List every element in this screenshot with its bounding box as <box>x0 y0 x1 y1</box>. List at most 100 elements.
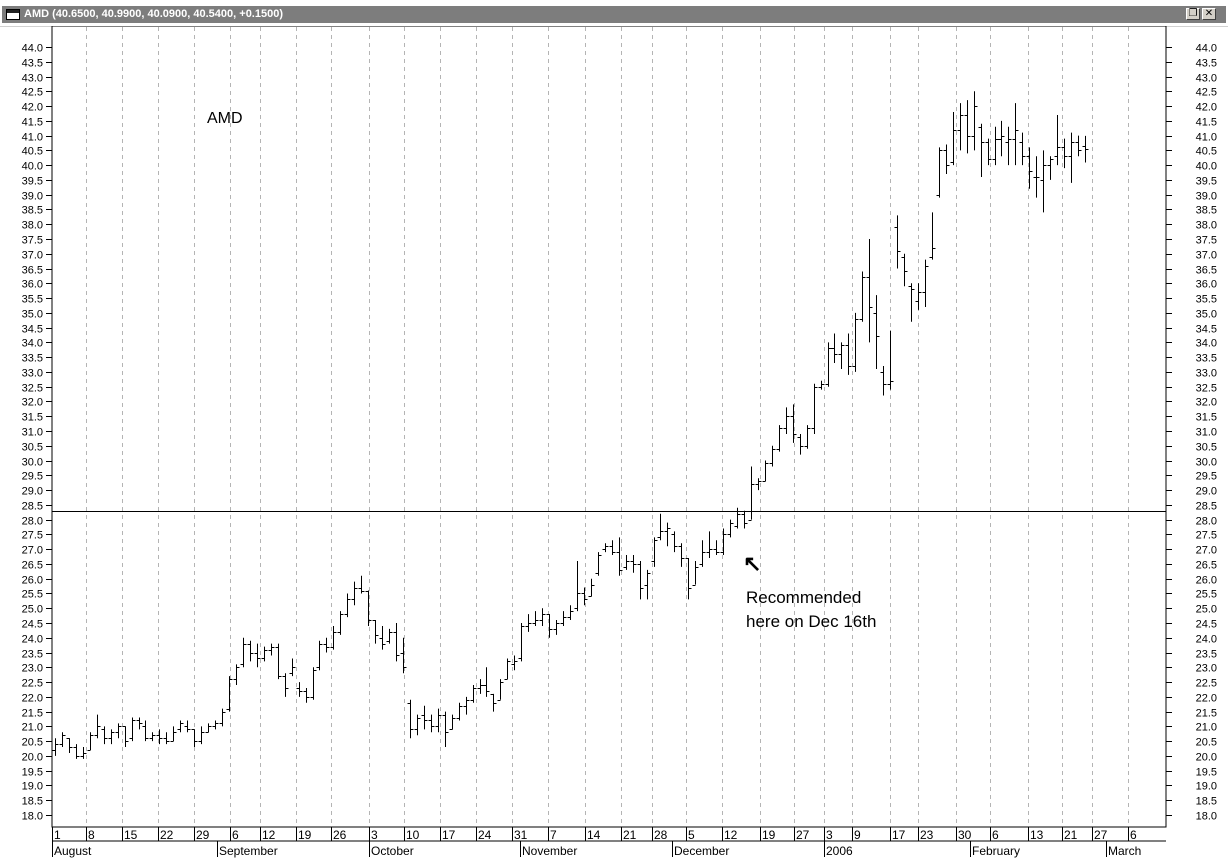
ohlc-bar <box>651 537 658 567</box>
y-tick-label-right: 34.0 <box>1196 338 1217 350</box>
y-tick-label-right: 39.5 <box>1196 176 1217 188</box>
x-month-label: August <box>54 844 92 858</box>
ohlc-bar <box>985 138 992 166</box>
y-tick-label-right: 39.0 <box>1196 191 1217 203</box>
ohlc-bar <box>1047 156 1054 180</box>
ohlc-bar <box>630 555 637 573</box>
y-tick-label-left: 25.0 <box>22 604 43 616</box>
x-day-label: 3 <box>826 828 833 842</box>
y-tick-label-left: 44.0 <box>22 43 43 55</box>
ohlc-bar <box>170 726 177 742</box>
ohlc-bar <box>247 640 254 662</box>
ohlc-bar <box>52 738 59 756</box>
ohlc-bar <box>1040 150 1047 213</box>
y-tick-label-left: 38.0 <box>22 220 43 232</box>
x-day-label: 6 <box>1130 828 1137 842</box>
y-tick-label-left: 33.0 <box>22 368 43 380</box>
y-tick-label-left: 38.5 <box>22 205 43 217</box>
restore-button[interactable]: ❐ <box>1186 8 1200 20</box>
ohlc-bar <box>268 643 275 656</box>
ohlc-bar <box>818 380 825 390</box>
y-tick-label-right: 27.5 <box>1196 530 1217 542</box>
ohlc-bar <box>609 540 616 556</box>
ohlc-bar <box>936 147 943 198</box>
ohlc-bar <box>497 679 504 701</box>
ohlc-bar <box>637 560 644 600</box>
x-day-label: 19 <box>762 828 776 842</box>
ohlc-bar <box>908 283 915 322</box>
ohlc-bar <box>581 587 588 606</box>
y-tick-label-left: 25.5 <box>22 589 43 601</box>
y-tick-label-left: 40.0 <box>22 161 43 173</box>
y-tick-label-right: 43.5 <box>1196 58 1217 70</box>
ohlc-bar <box>226 676 233 712</box>
ohlc-bar <box>657 513 664 541</box>
ohlc-bar <box>734 507 741 529</box>
y-tick-label-right: 38.5 <box>1196 205 1217 217</box>
ohlc-bar <box>831 333 838 364</box>
ohlc-bar <box>442 711 449 748</box>
y-tick-label-left: 34.5 <box>22 324 43 336</box>
ohlc-bar <box>678 543 685 567</box>
symbol-label: AMD <box>207 110 243 127</box>
ohlc-bar <box>219 708 226 727</box>
price-chart[interactable]: 18.0 18.5 19.0 19.5 20.0 20.5 21.0 21.5 22.0 22.5… <box>0 26 1228 861</box>
ohlc-bar <box>316 640 323 671</box>
y-tick-label-right: 34.5 <box>1196 324 1217 336</box>
y-tick-label-right: 42.5 <box>1196 87 1217 99</box>
x-day-label: 7 <box>550 828 557 842</box>
y-tick-label-left: 32.5 <box>22 383 43 395</box>
ohlc-bar <box>463 696 470 715</box>
ohlc-bar <box>790 404 797 443</box>
close-button[interactable]: ✕ <box>1202 8 1216 20</box>
ohlc-bar <box>73 744 80 759</box>
ohlc-bar <box>539 608 546 626</box>
y-tick-label-right: 20.0 <box>1196 752 1217 764</box>
ohlc-bar <box>1075 135 1082 157</box>
ohlc-bar <box>713 540 720 556</box>
annotation-text: Recommended <box>746 588 861 607</box>
x-day-label: 23 <box>920 828 934 842</box>
ohlc-bar <box>706 531 713 559</box>
ohlc-bar <box>282 673 289 697</box>
ohlc-bar <box>240 637 247 668</box>
ohlc-bar <box>880 366 887 396</box>
y-tick-label-left: 43.0 <box>22 73 43 85</box>
x-month-label: December <box>674 844 729 858</box>
ohlc-bar <box>80 747 87 759</box>
ohlc-bar <box>205 723 212 733</box>
x-day-label: 6 <box>992 828 999 842</box>
x-day-label: 19 <box>298 828 312 842</box>
ohlc-bar <box>720 528 727 556</box>
y-tick-label-right: 19.0 <box>1196 781 1217 793</box>
x-day-label: 15 <box>124 828 138 842</box>
y-tick-label-left: 30.5 <box>22 442 43 454</box>
x-day-label: 31 <box>514 828 528 842</box>
y-tick-label-right: 35.0 <box>1196 309 1217 321</box>
x-month-label: September <box>219 844 278 858</box>
ohlc-bar <box>567 605 574 621</box>
ohlc-bar <box>1068 132 1075 183</box>
x-month-label: 2006 <box>826 844 853 858</box>
window-icon[interactable] <box>6 9 20 20</box>
y-tick-label-right: 19.5 <box>1196 767 1217 779</box>
annotation-text: here on Dec 16th <box>746 612 876 631</box>
ohlc-bar <box>414 714 421 736</box>
ohlc-bar <box>644 569 651 600</box>
ohlc-bar <box>233 664 240 686</box>
y-tick-label-right: 18.0 <box>1196 811 1217 823</box>
y-tick-label-left: 26.5 <box>22 560 43 572</box>
ohlc-bar <box>894 215 901 269</box>
ohlc-bar <box>184 720 191 733</box>
ohlc-bar <box>998 120 1005 157</box>
y-tick-label-left: 29.5 <box>22 471 43 483</box>
ohlc-bar <box>1019 132 1026 166</box>
y-tick-label-right: 40.0 <box>1196 161 1217 173</box>
ohlc-bar <box>978 123 985 177</box>
y-tick-label-left: 27.0 <box>22 545 43 557</box>
x-day-label: 6 <box>232 828 239 842</box>
y-tick-label-right: 24.5 <box>1196 619 1217 631</box>
caption-bar[interactable]: AMD (40.6500, 40.9900, 40.0900, 40.5400,… <box>2 6 1226 23</box>
y-tick-label-left: 41.5 <box>22 117 43 129</box>
y-tick-label-left: 20.5 <box>22 737 43 749</box>
